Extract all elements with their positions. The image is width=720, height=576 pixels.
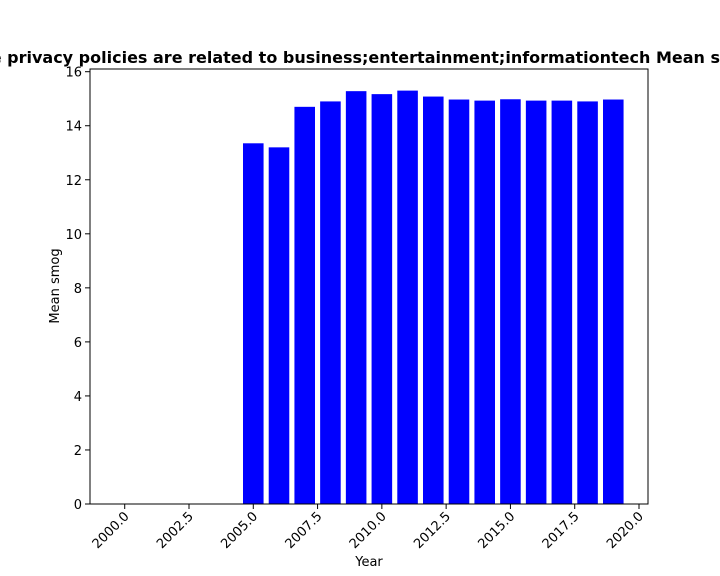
bar-2013 (448, 99, 470, 504)
bar-2011 (397, 90, 418, 505)
x-axis: 2000.0 2002.5 2005.0 2007.5 2010.0 2012.5 2015… (90, 504, 647, 552)
x-tick-label: 2020.0 (604, 509, 647, 552)
y-tick-label: 4 (74, 390, 82, 405)
y-axis-label: Mean smog (48, 248, 63, 323)
bar-2017 (551, 100, 573, 505)
bar-2015 (500, 99, 521, 504)
bar-2014 (474, 100, 495, 505)
x-tick-label: 2000.0 (90, 509, 133, 552)
x-axis-label: Year (354, 555, 383, 570)
y-tick-label: 6 (74, 336, 82, 351)
bar-2008 (320, 101, 341, 505)
y-tick-label: 16 (65, 66, 82, 81)
x-tick-label: 2012.5 (411, 509, 454, 552)
x-tick-label: 2005.0 (218, 509, 261, 552)
x-tick-label: 2015.0 (475, 509, 518, 552)
bar-2009 (345, 91, 367, 504)
y-tick-label: 8 (74, 282, 82, 297)
bar-2019 (603, 99, 624, 504)
x-tick-label: 2017.5 (540, 509, 583, 552)
y-tick-label: 10 (65, 228, 82, 243)
y-tick-label: 14 (65, 120, 82, 135)
bar-2007 (294, 106, 315, 504)
bar-2012 (423, 96, 444, 504)
bar-2006 (268, 147, 290, 504)
bar-2005 (243, 143, 264, 505)
bar-2018 (577, 101, 598, 505)
y-tick-label: 12 (65, 174, 82, 189)
x-tick-label: 2010.0 (347, 509, 390, 552)
x-tick-label: 2007.5 (283, 509, 326, 552)
bar-2016 (525, 100, 547, 505)
chart-title: Fraction of apps whose privacy policies … (0, 48, 720, 67)
y-axis: 0 2 4 6 8 10 12 14 16 (65, 66, 90, 513)
bar-2010 (371, 94, 393, 504)
x-tick-label: 2002.5 (154, 509, 197, 552)
bars-group (243, 90, 624, 505)
y-tick-label: 2 (74, 444, 82, 459)
y-tick-label: 0 (74, 498, 82, 513)
plot-area-frame (89, 68, 649, 505)
